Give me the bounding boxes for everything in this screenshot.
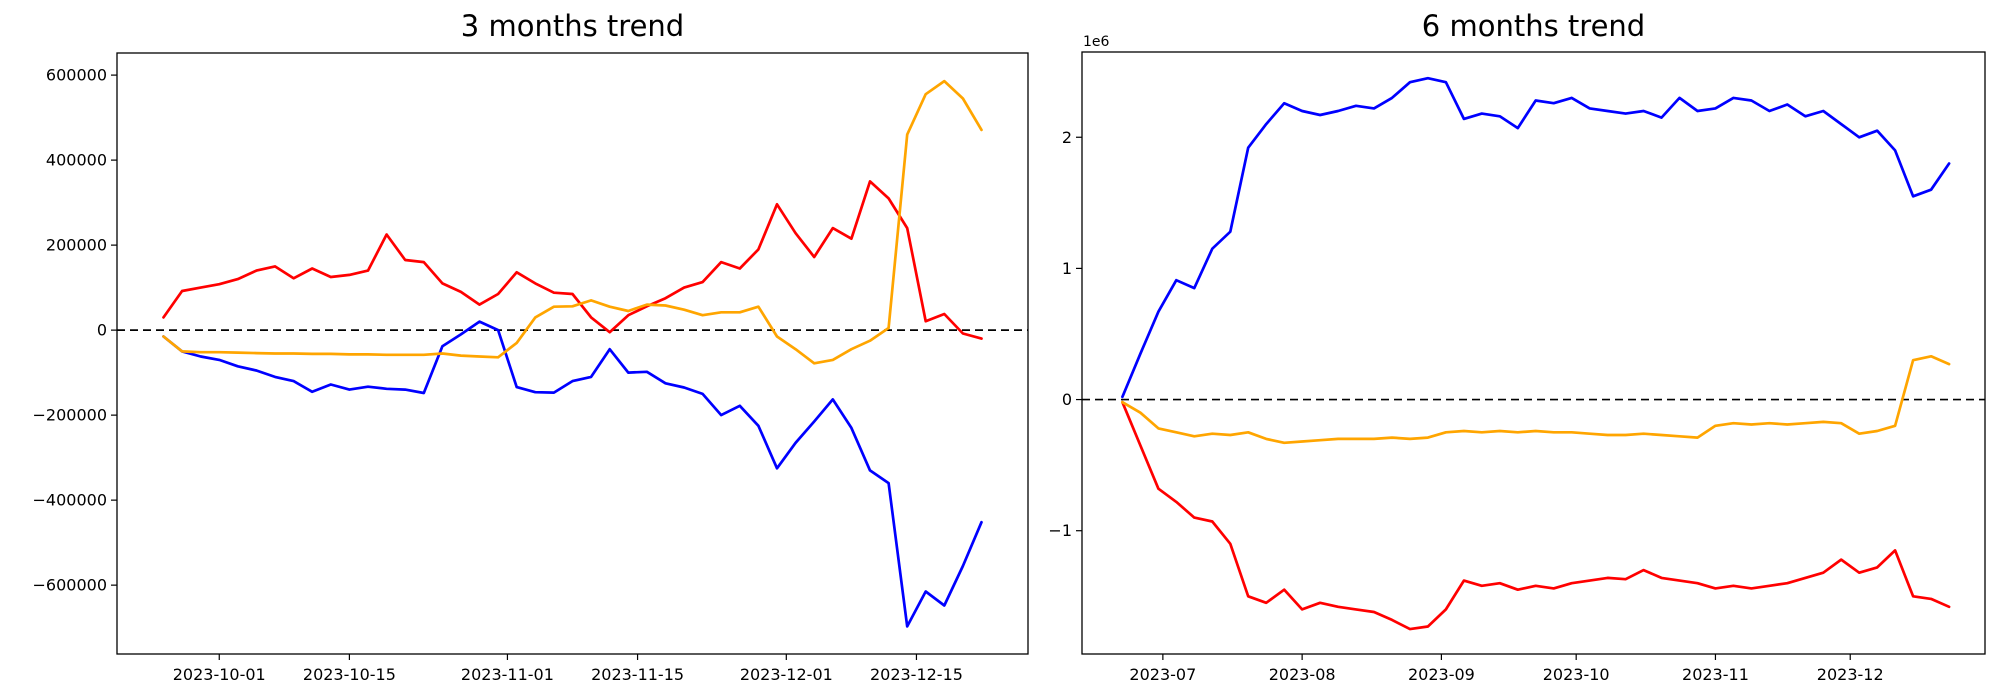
x-tick-label: 2023-11 [1682, 665, 1749, 684]
y-tick-label: 0 [1062, 390, 1072, 409]
y-tick-label: −400000 [33, 491, 107, 510]
chart-3-months: 3 months trend 600000 400000 200000 0 −200000… [33, 9, 1029, 684]
series-line-blue [1121, 76, 1951, 399]
y-tick-label: 400000 [46, 151, 107, 170]
y-tick-label: −1 [1048, 521, 1072, 540]
x-tick-label: 2023-09 [1408, 665, 1475, 684]
chart-title: 3 months trend [461, 9, 684, 43]
chart-title: 6 months trend [1422, 9, 1645, 43]
series-line-red [1121, 400, 1951, 631]
x-tick-label: 2023-10-15 [303, 665, 396, 684]
x-tick-label: 2023-10-01 [173, 665, 266, 684]
x-tick-label: 2023-12 [1817, 665, 1884, 684]
y-tick-label: 2 [1062, 128, 1072, 147]
series-line-orange [162, 79, 983, 365]
series-line-red [162, 180, 983, 340]
y-tick-label: −600000 [33, 576, 107, 595]
y-tick-label: 0 [97, 321, 107, 340]
axis-offset-label: 1e6 [1083, 34, 1110, 50]
x-tick-label: 2023-10 [1543, 665, 1610, 684]
y-tick-label: 600000 [46, 66, 107, 85]
y-tick-label: −200000 [33, 406, 107, 425]
plot-border [1081, 51, 1986, 655]
x-tick-label: 2023-12-15 [870, 665, 963, 684]
y-tick-label: 200000 [46, 236, 107, 255]
series-line-orange [1121, 354, 1951, 445]
y-tick-label: 1 [1062, 259, 1072, 278]
plot-border [116, 52, 1029, 655]
x-tick-label: 2023-07 [1129, 665, 1196, 684]
x-tick-label: 2023-08 [1269, 665, 1336, 684]
x-tick-label: 2023-11-01 [461, 665, 554, 684]
x-tick-label: 2023-11-15 [591, 665, 684, 684]
chart-6-months: 6 months trend 1e6 2 1 0 −1 2023-07 2023-08 2023… [1048, 9, 1986, 684]
x-tick-label: 2023-12-01 [740, 665, 833, 684]
series-line-blue [162, 320, 983, 628]
